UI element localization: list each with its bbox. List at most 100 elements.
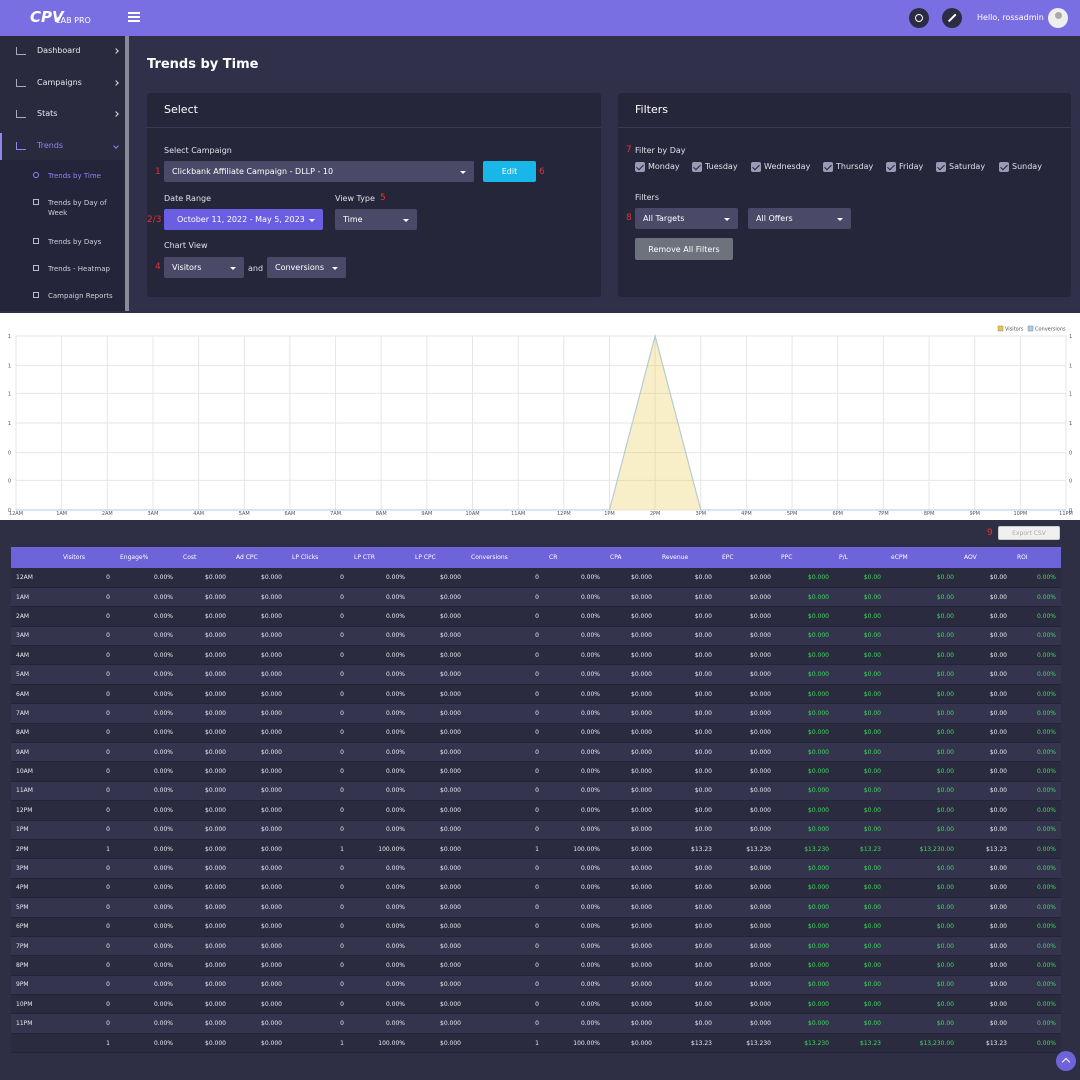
cell: $0.000 (410, 723, 466, 744)
cell: $0.00 (886, 820, 959, 840)
cell: 0.00% (349, 917, 410, 937)
submenu-item[interactable]: Trends by Days (48, 238, 102, 246)
row-label: 10PM (11, 994, 58, 1015)
column-header: Ad CPC (231, 547, 287, 568)
cell: $13.23 (959, 1033, 1012, 1054)
cell: $0.000 (410, 839, 466, 860)
table-row: 10PM 0 0.00% $0.000 $0.000 0 0.00% $0.000 0 0.00%… (11, 994, 1061, 1015)
cell: 0 (466, 1013, 544, 1034)
cell: 0 (58, 568, 115, 588)
view-type-select[interactable]: Time (335, 209, 417, 230)
cell: $0.000 (776, 645, 834, 666)
scroll-top-button[interactable] (1056, 1051, 1076, 1071)
active-marker (0, 133, 2, 160)
cell: 0 (287, 897, 349, 918)
cell: 0 (287, 955, 349, 976)
checkbox[interactable] (635, 162, 645, 172)
cell: 0 (58, 703, 115, 724)
submenu-item[interactable]: Trends - Heatmap (48, 265, 110, 273)
cell: 0.00% (544, 606, 605, 627)
theme-toggle[interactable] (909, 8, 929, 28)
cell: $0.00 (657, 742, 717, 763)
select-value: Visitors (172, 263, 202, 272)
submenu-item[interactable]: Trends by Day of Week (48, 199, 107, 217)
cell: $0.000 (776, 742, 834, 763)
annotation: 5 (380, 193, 386, 203)
cell: $0.000 (231, 742, 287, 763)
nav-item[interactable]: Stats (37, 109, 58, 118)
cell: 0.00% (349, 936, 410, 957)
chart-b-select[interactable]: Conversions (267, 257, 346, 278)
cell: $0.000 (776, 800, 834, 821)
cell: 0.00% (1012, 800, 1061, 821)
cell: $0.000 (178, 1013, 231, 1034)
cell: 0.00% (115, 1033, 178, 1054)
cell: $0.00 (959, 587, 1012, 608)
submenu-item[interactable]: Trends by Time (48, 172, 101, 180)
column-header: Engage% (115, 547, 178, 568)
cell: $0.00 (834, 955, 886, 976)
targets-select[interactable]: All Targets (635, 208, 738, 229)
cell: $0.000 (410, 606, 466, 627)
cell: 100.00% (544, 1033, 605, 1054)
checkbox-label: Thursday (836, 162, 874, 171)
chart-a-select[interactable]: Visitors (164, 257, 244, 278)
checkbox[interactable] (936, 162, 946, 172)
cell: 0.00% (115, 800, 178, 821)
remove-filters-button[interactable]: Remove All Filters (635, 238, 733, 260)
cell: 0.00% (544, 897, 605, 918)
cell: $0.00 (886, 742, 959, 763)
cell: $0.000 (776, 878, 834, 899)
cell: $0.000 (717, 761, 776, 782)
campaign-select[interactable]: Clickbank Affiliate Campaign - DLLP - 10 (164, 161, 474, 182)
cell: $0.00 (959, 917, 1012, 937)
offers-select[interactable]: All Offers (748, 208, 851, 229)
greeting[interactable]: Hello, rossadmin (977, 13, 1044, 22)
cell: $0.00 (834, 975, 886, 996)
logo[interactable]: CPV (30, 8, 64, 26)
cell: $0.000 (178, 606, 231, 627)
fullscreen-toggle[interactable] (942, 8, 962, 28)
submenu-icon (33, 199, 39, 205)
cell: 0 (287, 703, 349, 724)
checkbox[interactable] (692, 162, 702, 172)
cell: $0.000 (410, 645, 466, 666)
table-row: 1AM 0 0.00% $0.000 $0.000 0 0.00% $0.000 0 0.00% $… (11, 587, 1061, 608)
cell: 0.00% (115, 897, 178, 918)
nav-item[interactable]: Trends (37, 141, 64, 150)
cell: 0.00% (115, 839, 178, 860)
nav-item[interactable]: Campaigns (37, 78, 82, 87)
checkbox[interactable] (886, 162, 896, 172)
cell: 0 (58, 800, 115, 821)
checkbox[interactable] (751, 162, 761, 172)
cell: 0.00% (1012, 703, 1061, 724)
cell: $0.000 (410, 626, 466, 647)
avatar[interactable] (1048, 8, 1068, 28)
submenu-item[interactable]: Campaign Reports (48, 292, 113, 300)
chart: 12AM 1AM 2AM 3AM 4AM 5AM 6AM 7AM 8AM 9AM 10AM 11AM 1… (8, 325, 1073, 517)
checkbox[interactable] (823, 162, 833, 172)
table-row: 2AM 0 0.00% $0.000 $0.000 0 0.00% $0.000 0 0.00% $… (11, 606, 1061, 627)
export-button[interactable]: Export CSV (998, 526, 1060, 540)
scrollbar[interactable] (125, 36, 129, 311)
cell: $0.000 (717, 936, 776, 957)
table-row: 5AM 0 0.00% $0.000 $0.000 0 0.00% $0.000 0 0.00% $… (11, 664, 1061, 685)
cell: 1 (58, 1033, 115, 1054)
cell: $0.000 (717, 723, 776, 744)
cell: $0.00 (959, 975, 1012, 996)
column-header: LP CPC (410, 547, 466, 568)
date-range-button[interactable]: October 11, 2022 - May 5, 2023 (164, 209, 323, 230)
edit-button[interactable]: Edit (483, 161, 536, 182)
cell: 0.00% (115, 820, 178, 840)
column-header: ROI (1012, 547, 1061, 568)
table-row: 1PM 0 0.00% $0.000 $0.000 0 0.00% $0.000 0 0.00% $… (11, 820, 1061, 840)
nav-item[interactable]: Dashboard (37, 46, 81, 55)
cell: $0.000 (231, 684, 287, 705)
checkbox[interactable] (999, 162, 1009, 172)
menu-toggle[interactable] (128, 12, 140, 22)
table-row: 9AM 0 0.00% $0.000 $0.000 0 0.00% $0.000 0 0.00% $… (11, 742, 1061, 763)
cell: 0.00% (349, 684, 410, 705)
table-row: 11PM 0 0.00% $0.000 $0.000 0 0.00% $0.000 0 0.00%… (11, 1013, 1061, 1034)
cell: 0.00% (544, 936, 605, 957)
